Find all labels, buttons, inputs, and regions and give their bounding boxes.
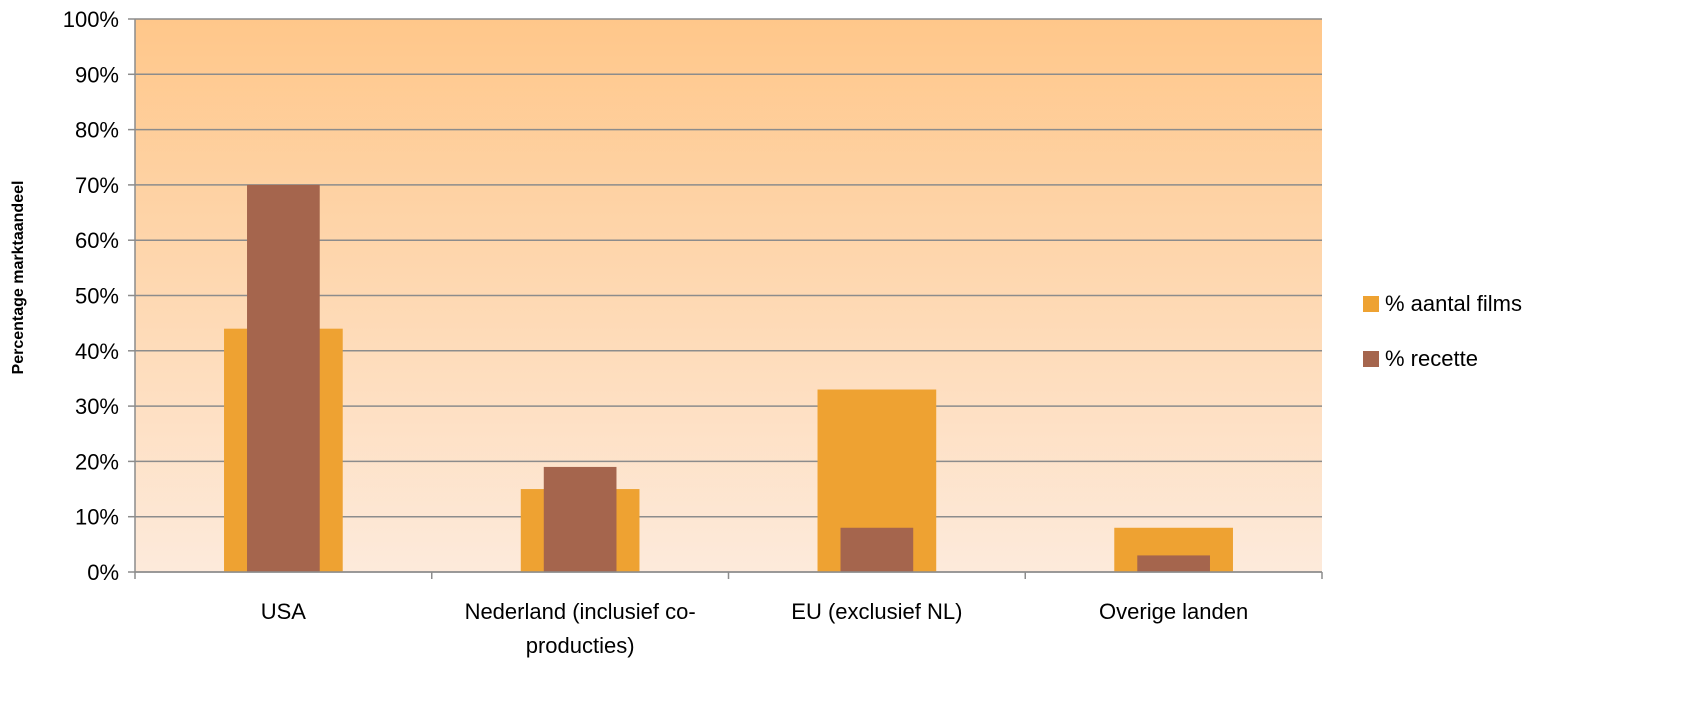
x-category-label: Overige landen <box>1099 599 1248 624</box>
y-tick-label: 0% <box>87 560 119 585</box>
bar-recette <box>543 466 617 572</box>
x-category-label: USA <box>261 599 307 624</box>
y-tick-label: 70% <box>75 173 119 198</box>
y-tick-label: 90% <box>75 62 119 87</box>
y-tick-label: 30% <box>75 394 119 419</box>
bar-recette <box>247 184 320 572</box>
y-tick-label: 20% <box>75 449 119 474</box>
x-axis-category-labels: USA Nederland (inclusief co-producties) EU… <box>261 599 1248 658</box>
y-tick-label: 50% <box>75 284 119 309</box>
x-category-label: Nederland (inclusief co-producties) <box>465 599 696 658</box>
y-tick-label: 80% <box>75 118 119 143</box>
y-tick-label: 10% <box>75 505 119 530</box>
legend-label: % aantal films <box>1385 291 1522 316</box>
bar-recette <box>840 527 914 572</box>
axes <box>134 19 1323 579</box>
legend-label: % recette <box>1385 346 1478 371</box>
x-category-label: EU (exclusief NL) <box>791 599 962 624</box>
legend-swatch <box>1363 296 1379 312</box>
y-axis-label: Percentage marktaandeel <box>10 181 27 375</box>
y-axis-tick-labels: 0% 10% 20% 30% 40% 50% 60% 70% 80% 90% 100% <box>63 7 119 585</box>
legend-swatch <box>1363 351 1379 367</box>
legend: % aantal films % recette <box>1363 291 1522 371</box>
bar-recette <box>1137 555 1210 572</box>
bars <box>224 184 1233 572</box>
y-tick-label: 60% <box>75 228 119 253</box>
y-tick-label: 100% <box>63 7 119 32</box>
y-tick-label: 40% <box>75 339 119 364</box>
